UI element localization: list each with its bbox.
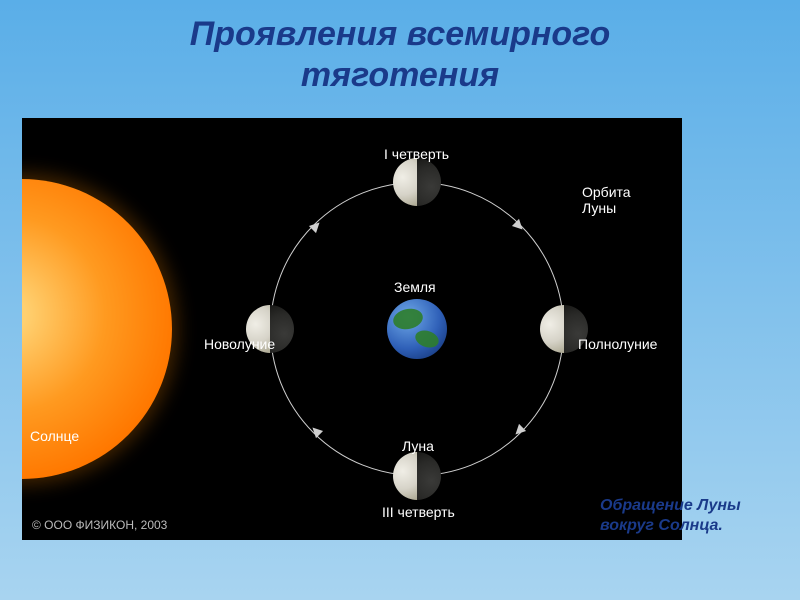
caption-line-2: вокруг Солнца. (600, 517, 723, 534)
copyright-text: © ООО ФИЗИКОН, 2003 (32, 518, 167, 532)
orbit-label-line-1: Орбита (582, 184, 631, 200)
caption-line-1: Обращение Луны (600, 497, 741, 514)
title-line-1: Проявления всемирного (190, 15, 611, 53)
moon-top-icon (393, 158, 441, 206)
sun-label: Солнце (30, 428, 79, 444)
moon-orbit-diagram: Солнце Земля I четверть Полнолуние III ч… (22, 118, 682, 540)
orbit-label-line-2: Луны (582, 200, 616, 216)
caption: Обращение Луны вокруг Солнца. (600, 496, 741, 536)
moon-bottom-label: III четверть (382, 504, 455, 520)
moon-bottom-icon (393, 452, 441, 500)
page-title: Проявления всемирного тяготения (0, 0, 800, 96)
moon-top-label: I четверть (384, 146, 449, 162)
title-line-2: тяготения (301, 56, 499, 94)
orbit-label: Орбита Луны (582, 184, 631, 216)
earth-label: Земля (394, 279, 436, 295)
moon-right-label: Полнолуние (578, 336, 657, 352)
moon-generic-label: Луна (402, 438, 434, 454)
moon-left-label: Новолуние (204, 336, 275, 352)
earth-icon (387, 299, 447, 359)
